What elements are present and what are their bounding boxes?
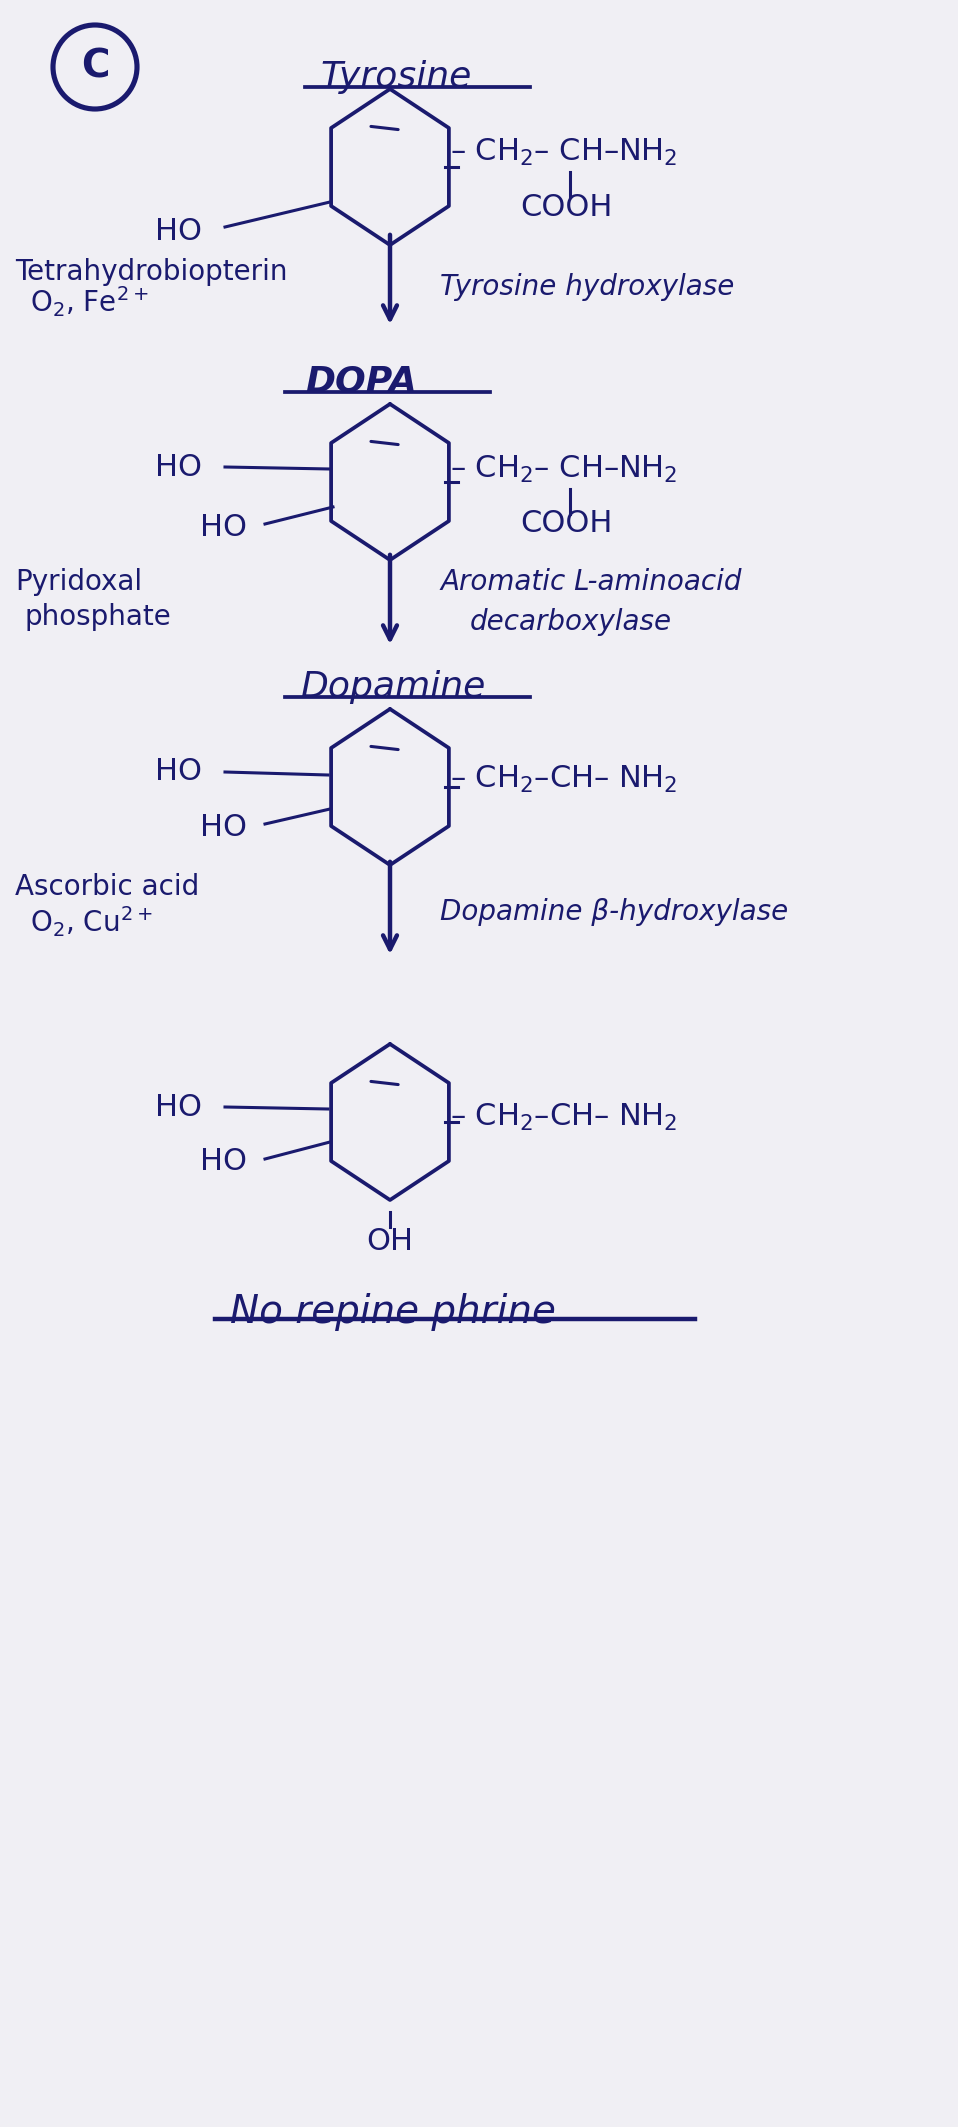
Text: HO: HO bbox=[200, 813, 247, 842]
Text: COOH: COOH bbox=[520, 510, 612, 538]
Text: O$_2$, Fe$^{2+}$: O$_2$, Fe$^{2+}$ bbox=[30, 285, 148, 319]
Text: – CH$_2$–CH– NH$_2$: – CH$_2$–CH– NH$_2$ bbox=[450, 764, 676, 795]
Text: decarboxylase: decarboxylase bbox=[470, 608, 673, 636]
Text: No repine phrine: No repine phrine bbox=[230, 1293, 556, 1332]
Text: – CH$_2$– CH–NH$_2$: – CH$_2$– CH–NH$_2$ bbox=[450, 453, 676, 485]
Text: Pyridoxal: Pyridoxal bbox=[15, 568, 142, 596]
Text: HO: HO bbox=[200, 513, 247, 542]
Text: HO: HO bbox=[155, 453, 202, 481]
Text: Ascorbic acid: Ascorbic acid bbox=[15, 872, 199, 902]
Text: – CH$_2$– CH–NH$_2$: – CH$_2$– CH–NH$_2$ bbox=[450, 136, 676, 168]
Text: DOPA: DOPA bbox=[305, 366, 417, 400]
Text: HO: HO bbox=[155, 757, 202, 787]
Text: COOH: COOH bbox=[520, 194, 612, 221]
Text: O$_2$, Cu$^{2+}$: O$_2$, Cu$^{2+}$ bbox=[30, 904, 152, 940]
Text: Tetrahydrobiopterin: Tetrahydrobiopterin bbox=[15, 257, 287, 285]
Text: OH: OH bbox=[367, 1227, 414, 1257]
Text: HO: HO bbox=[155, 1093, 202, 1121]
Text: phosphate: phosphate bbox=[25, 602, 171, 632]
Text: HO: HO bbox=[155, 217, 202, 247]
Text: Dopamine β-hydroxylase: Dopamine β-hydroxylase bbox=[440, 898, 788, 925]
Text: Aromatic L-aminoacid: Aromatic L-aminoacid bbox=[440, 568, 741, 596]
Text: HO: HO bbox=[200, 1146, 247, 1176]
Text: C: C bbox=[80, 49, 109, 85]
Text: Tyrosine hydroxylase: Tyrosine hydroxylase bbox=[440, 272, 735, 302]
Text: Dopamine: Dopamine bbox=[300, 670, 486, 704]
Text: – CH$_2$–CH– NH$_2$: – CH$_2$–CH– NH$_2$ bbox=[450, 1102, 676, 1132]
Text: Tyrosine: Tyrosine bbox=[320, 60, 471, 94]
